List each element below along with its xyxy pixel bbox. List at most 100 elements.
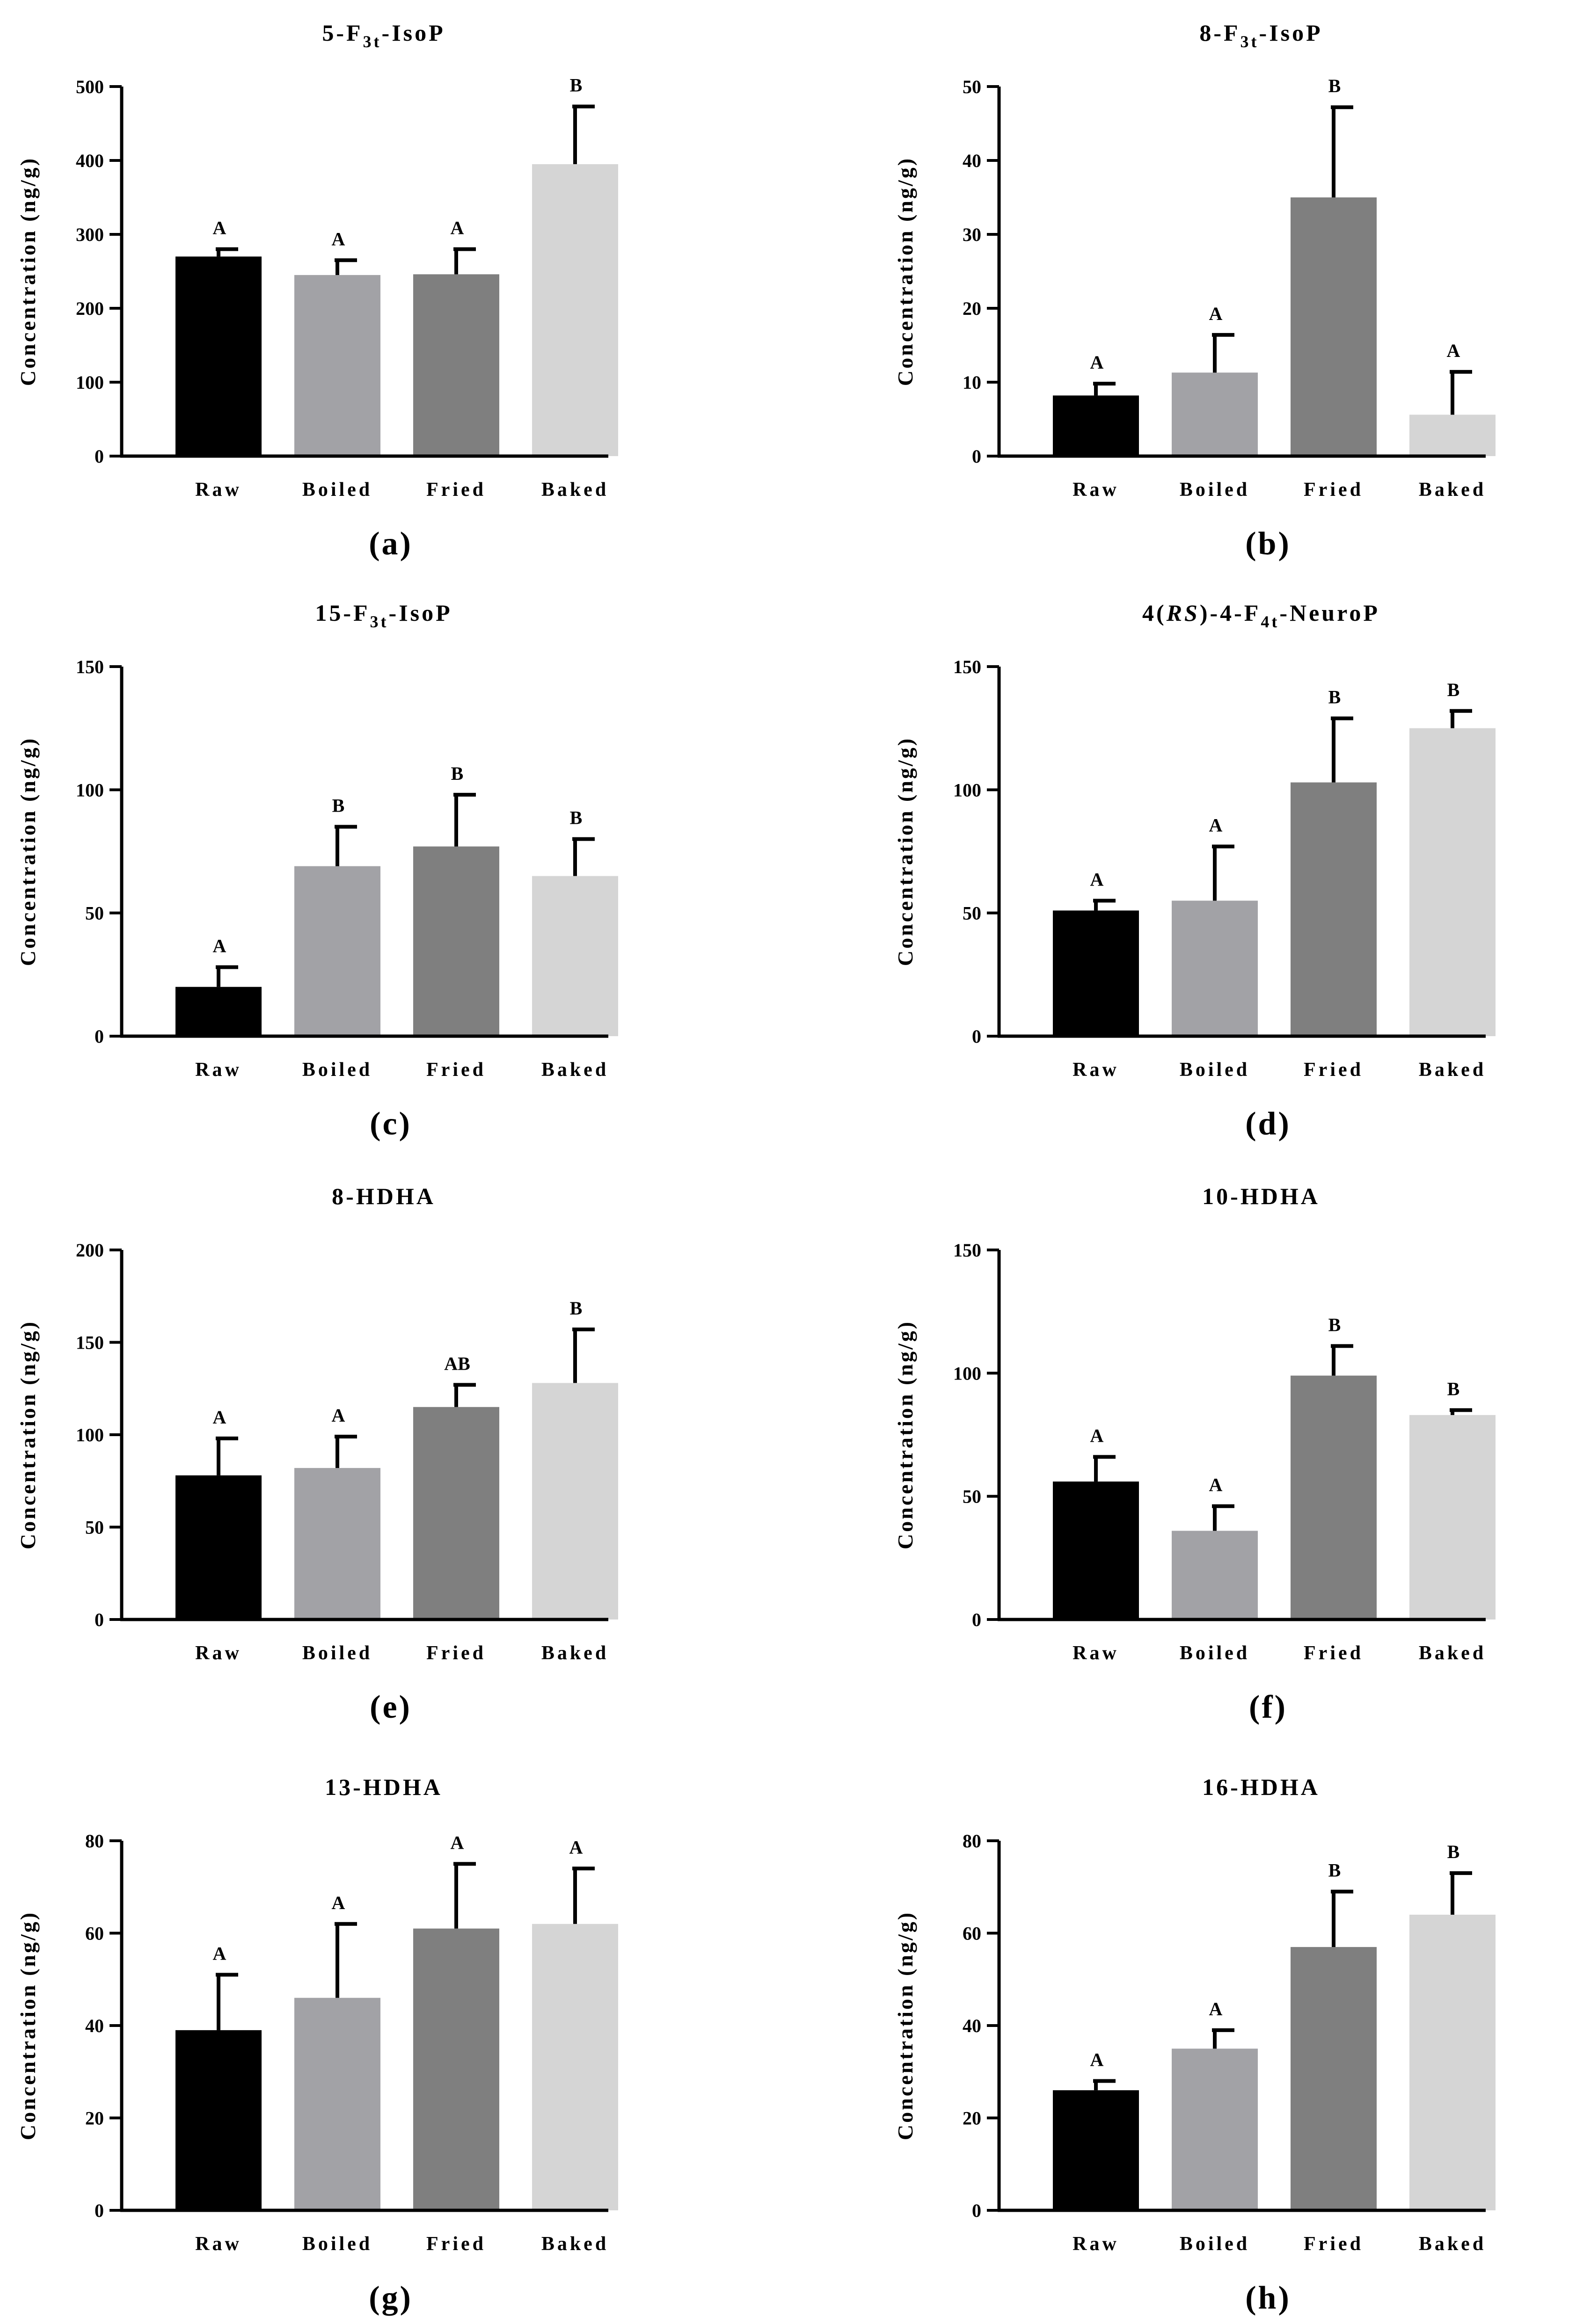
chart-title: 5-F3t-IsoP xyxy=(322,20,445,51)
title-part: 15-F xyxy=(315,600,370,626)
x-tick-label: Baked xyxy=(1419,1059,1486,1081)
bar-baked xyxy=(1409,1415,1496,1620)
title-part: -NeuroP xyxy=(1279,600,1380,626)
bar-baked xyxy=(1409,1915,1496,2210)
y-tick-label: 50 xyxy=(963,903,981,924)
bar-fried xyxy=(413,846,499,1036)
significance-letter: A xyxy=(1090,352,1104,373)
significance-letter: A xyxy=(451,218,464,239)
bar-raw xyxy=(175,987,262,1036)
y-tick-label: 40 xyxy=(963,150,981,171)
y-tick-label: 400 xyxy=(76,150,104,171)
bar-fried xyxy=(1291,782,1377,1036)
panel-label: (h) xyxy=(1245,2280,1291,2316)
x-tick-label: Baked xyxy=(1419,479,1486,501)
significance-letter: A xyxy=(569,1837,583,1858)
y-tick-label: 60 xyxy=(85,1923,104,1944)
chart-title: 10-HDHA xyxy=(1202,1183,1320,1209)
bar-raw xyxy=(175,2030,262,2210)
chart-panel-d: 4(RS)-4-F4t-NeuroP A Raw A Boiled B Fried B Bake… xyxy=(893,600,1496,1142)
x-tick-label: Raw xyxy=(195,1642,242,1664)
significance-letter: A xyxy=(1209,1998,1223,2019)
significance-letter: B xyxy=(570,75,583,96)
x-tick-label: Fried xyxy=(1304,1059,1364,1081)
y-tick-label: 20 xyxy=(963,298,981,319)
significance-letter: A xyxy=(213,936,226,957)
title-subscript: 3t xyxy=(1240,32,1259,51)
y-tick-label: 40 xyxy=(963,2015,981,2036)
x-tick-label: Fried xyxy=(426,1642,486,1664)
y-tick-label: 0 xyxy=(95,1026,104,1047)
bar-baked xyxy=(532,1383,618,1620)
title-part: 4( xyxy=(1142,600,1167,626)
x-tick-label: Boiled xyxy=(302,1059,372,1081)
bar-boiled xyxy=(1172,372,1258,456)
x-tick-label: Raw xyxy=(195,2233,242,2255)
title-part: -IsoP xyxy=(1259,20,1323,46)
y-tick-label: 150 xyxy=(953,1240,981,1261)
x-tick-label: Baked xyxy=(541,2233,609,2255)
bar-fried xyxy=(1291,197,1377,456)
title-part: 13-HDHA xyxy=(325,1774,443,1800)
significance-letter: A xyxy=(332,1405,345,1426)
chart-title: 8-F3t-IsoP xyxy=(1199,20,1322,51)
y-axis-label: Concentration (ng/g) xyxy=(893,157,917,386)
bar-fried xyxy=(413,1928,499,2210)
bar-boiled xyxy=(1172,1531,1258,1620)
panel-label: (c) xyxy=(370,1106,412,1142)
bar-raw xyxy=(1053,910,1139,1036)
bar-baked xyxy=(1409,414,1496,456)
title-subscript: 4t xyxy=(1261,612,1279,631)
bar-raw xyxy=(1053,1482,1139,1620)
significance-letter: B xyxy=(570,1298,583,1319)
y-axis-label: Concentration (ng/g) xyxy=(893,1320,917,1549)
y-axis-label: Concentration (ng/g) xyxy=(893,1911,917,2140)
x-tick-label: Fried xyxy=(426,2233,486,2255)
x-tick-label: Raw xyxy=(1073,479,1119,501)
bar-boiled xyxy=(294,866,380,1036)
x-tick-label: Boiled xyxy=(1180,2233,1250,2255)
chart-title: 4(RS)-4-F4t-NeuroP xyxy=(1142,600,1380,631)
significance-letter: A xyxy=(332,228,345,249)
y-tick-label: 50 xyxy=(963,1486,981,1507)
significance-letter: A xyxy=(1090,869,1104,890)
y-tick-label: 30 xyxy=(963,224,981,245)
x-tick-label: Fried xyxy=(426,479,486,501)
x-tick-label: Raw xyxy=(1073,2233,1119,2255)
chart-title: 15-F3t-IsoP xyxy=(315,600,452,631)
x-tick-label: Boiled xyxy=(302,1642,372,1664)
chart-panel-f: 10-HDHA A Raw A Boiled B Fried B Baked 0 50 100 150 C… xyxy=(893,1183,1496,1725)
panel-label: (g) xyxy=(369,2280,413,2316)
y-axis-label: Concentration (ng/g) xyxy=(16,1320,40,1549)
title-subscript: 3t xyxy=(370,612,389,631)
x-tick-label: Boiled xyxy=(302,479,372,501)
title-part: 8-F xyxy=(1199,20,1240,46)
significance-letter: AB xyxy=(444,1353,470,1374)
bar-fried xyxy=(413,274,499,456)
y-tick-label: 200 xyxy=(76,298,104,319)
y-tick-label: 50 xyxy=(85,903,104,924)
y-axis-label: Concentration (ng/g) xyxy=(16,157,40,386)
significance-letter: B xyxy=(1328,1860,1341,1881)
y-tick-label: 20 xyxy=(85,2108,104,2129)
x-tick-label: Raw xyxy=(1073,1642,1119,1664)
chart-panel-b: 8-F3t-IsoP A Raw A Boiled B Fried A Baked 0 10 20 30… xyxy=(893,20,1496,562)
significance-letter: A xyxy=(1209,303,1223,324)
significance-letter: B xyxy=(570,807,583,828)
bar-raw xyxy=(1053,2090,1139,2210)
panel-label: (f) xyxy=(1249,1689,1287,1725)
bar-baked xyxy=(532,876,618,1036)
chart-panel-a: 5-F3t-IsoP A Raw A Boiled A Fried B Baked 0 100 200… xyxy=(16,20,618,562)
y-tick-label: 0 xyxy=(972,1026,981,1047)
x-tick-label: Baked xyxy=(541,1642,609,1664)
y-tick-label: 0 xyxy=(972,446,981,467)
y-tick-label: 0 xyxy=(95,446,104,467)
significance-letter: B xyxy=(1447,679,1460,700)
x-tick-label: Baked xyxy=(1419,2233,1486,2255)
x-tick-label: Raw xyxy=(195,1059,242,1081)
y-tick-label: 150 xyxy=(76,656,104,677)
y-tick-label: 100 xyxy=(953,779,981,800)
significance-letter: A xyxy=(213,218,226,239)
panel-label: (a) xyxy=(369,526,413,562)
significance-letter: A xyxy=(1447,340,1460,361)
